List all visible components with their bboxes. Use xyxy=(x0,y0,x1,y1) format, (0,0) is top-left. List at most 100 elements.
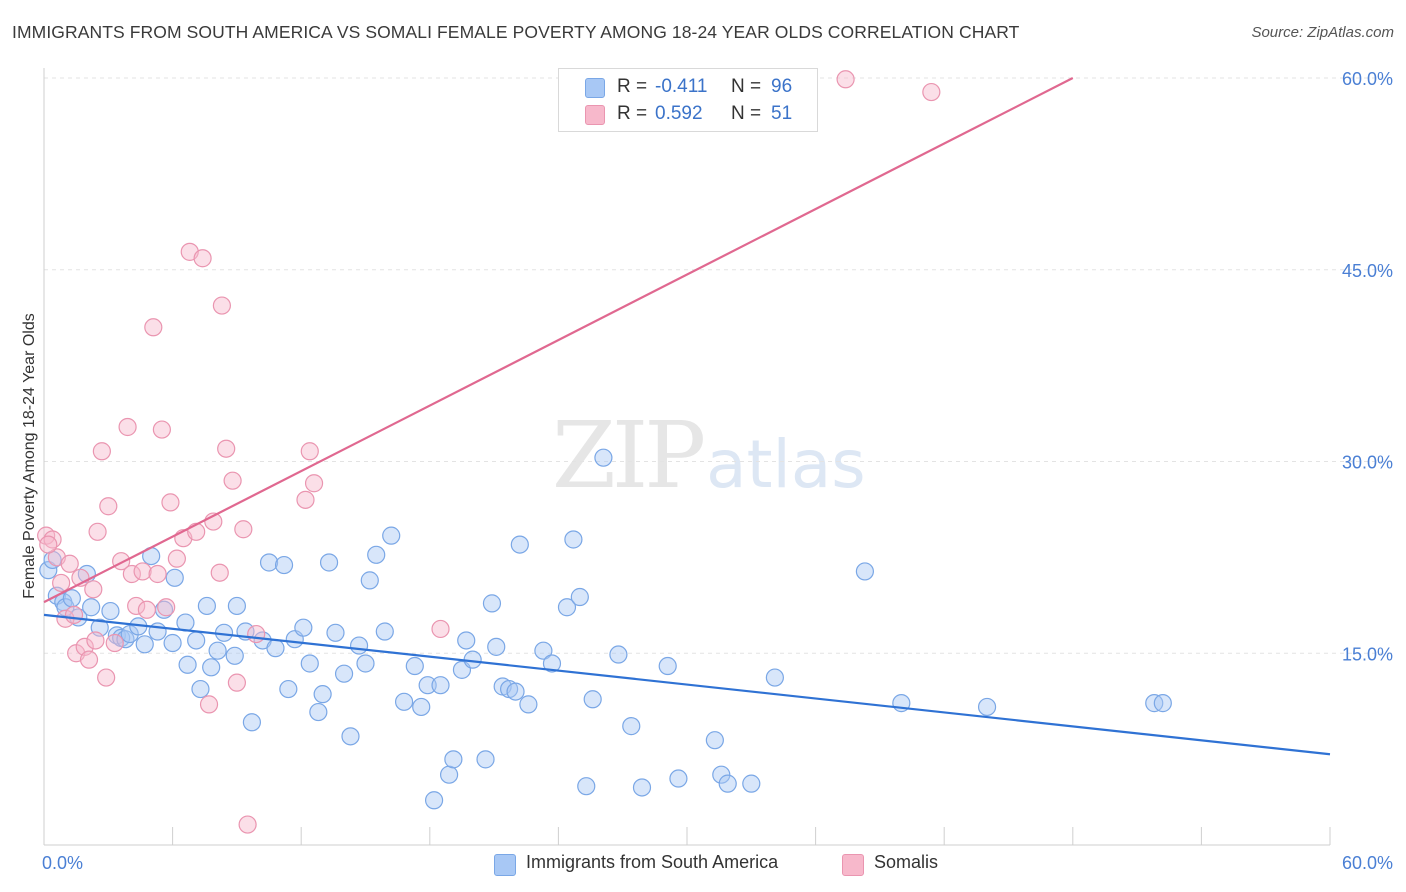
data-point xyxy=(101,601,120,621)
data-point xyxy=(300,654,319,673)
data-point xyxy=(296,490,315,509)
data-point xyxy=(622,717,641,736)
data-point xyxy=(482,594,502,613)
data-point xyxy=(594,448,613,467)
data-point xyxy=(542,654,562,673)
series-somalis-points xyxy=(37,70,941,834)
data-point xyxy=(135,635,154,654)
data-point xyxy=(152,420,171,439)
data-point xyxy=(193,249,212,268)
legend-swatch-blue xyxy=(585,78,605,98)
data-point xyxy=(157,598,176,617)
watermark: ZIPatlas xyxy=(552,402,866,509)
legend-n-label: N = xyxy=(731,103,762,124)
data-point xyxy=(836,70,855,89)
trend-line-south-america xyxy=(43,613,1331,756)
data-point xyxy=(609,645,628,664)
data-point xyxy=(259,553,279,572)
x-tick-label: 0.0% xyxy=(42,853,83,873)
data-point xyxy=(187,522,206,541)
data-point xyxy=(583,690,602,709)
data-point xyxy=(326,623,345,642)
data-point xyxy=(1153,694,1172,713)
data-point xyxy=(148,564,167,584)
bottom-legend-swatch-blue xyxy=(494,854,516,876)
data-point xyxy=(855,562,874,581)
data-point xyxy=(279,679,298,699)
data-point xyxy=(294,618,313,637)
y-tick-label: 60.0% xyxy=(1342,69,1393,89)
data-point xyxy=(313,685,332,704)
data-point xyxy=(127,596,146,616)
data-point xyxy=(632,778,652,797)
trend-lines xyxy=(43,77,1331,756)
data-point xyxy=(334,664,354,683)
data-point xyxy=(922,82,941,102)
data-point xyxy=(360,571,379,590)
data-point xyxy=(266,639,285,658)
data-point xyxy=(208,641,227,660)
legend-r-value: -0.411 xyxy=(655,76,708,97)
data-point xyxy=(765,668,784,687)
data-point xyxy=(227,673,246,692)
legend-r-label: R = xyxy=(617,103,648,124)
data-point xyxy=(412,697,431,717)
data-point xyxy=(165,568,184,587)
data-point xyxy=(39,535,58,554)
data-point xyxy=(564,530,583,549)
data-point xyxy=(367,545,386,564)
correlation-legend: R = -0.411 N = 96 R = 0.592 N = 51 xyxy=(558,68,818,132)
data-point xyxy=(394,692,414,711)
data-point xyxy=(247,624,266,644)
data-point xyxy=(319,553,339,572)
x-tick-label: 60.0% xyxy=(1342,853,1393,873)
data-point xyxy=(210,563,229,582)
data-point xyxy=(88,522,107,541)
y-tick-label: 15.0% xyxy=(1342,644,1393,664)
data-point xyxy=(234,520,253,539)
data-point xyxy=(225,646,244,665)
data-point xyxy=(742,774,761,793)
y-tick-label: 45.0% xyxy=(1342,261,1393,281)
data-point xyxy=(534,641,553,660)
data-point xyxy=(418,676,437,695)
data-point xyxy=(382,526,401,545)
axes xyxy=(43,68,1331,846)
data-point xyxy=(457,631,476,650)
data-point xyxy=(64,605,84,625)
data-point xyxy=(137,600,156,619)
data-point xyxy=(227,596,246,616)
data-point xyxy=(718,774,737,793)
data-point xyxy=(191,679,210,699)
data-point xyxy=(62,589,81,608)
data-point xyxy=(300,442,319,461)
data-point xyxy=(444,750,463,769)
data-point xyxy=(82,598,101,617)
data-point xyxy=(86,631,105,650)
data-point xyxy=(133,562,152,581)
data-point xyxy=(52,573,71,593)
source-credit: Source: ZipAtlas.com xyxy=(1251,24,1394,41)
data-point xyxy=(557,598,577,617)
data-point xyxy=(217,439,236,458)
data-point xyxy=(669,769,688,788)
data-point xyxy=(60,554,79,573)
axis-labels: 15.0% 30.0% 45.0% 60.0% 0.0% 60.0% Female Pove… xyxy=(21,69,1393,873)
data-point xyxy=(356,654,375,673)
y-axis-title: Female Poverty Among 18-24 Year Olds xyxy=(21,313,38,599)
data-point xyxy=(122,564,141,584)
data-point xyxy=(199,695,219,714)
data-point xyxy=(238,815,257,834)
data-point xyxy=(487,637,506,656)
data-point xyxy=(705,731,724,750)
legend-r-value: 0.592 xyxy=(655,103,703,124)
chart-title: IMMIGRANTS FROM SOUTH AMERICA VS SOMALI … xyxy=(12,22,1020,42)
trend-line-somalis xyxy=(43,77,1074,604)
series-south-america-points xyxy=(39,448,1172,810)
data-point xyxy=(187,631,206,650)
data-point xyxy=(977,697,997,717)
bottom-legend-label: Immigrants from South America xyxy=(526,852,779,872)
legend-n-label: N = xyxy=(731,76,762,97)
data-point xyxy=(79,650,99,669)
